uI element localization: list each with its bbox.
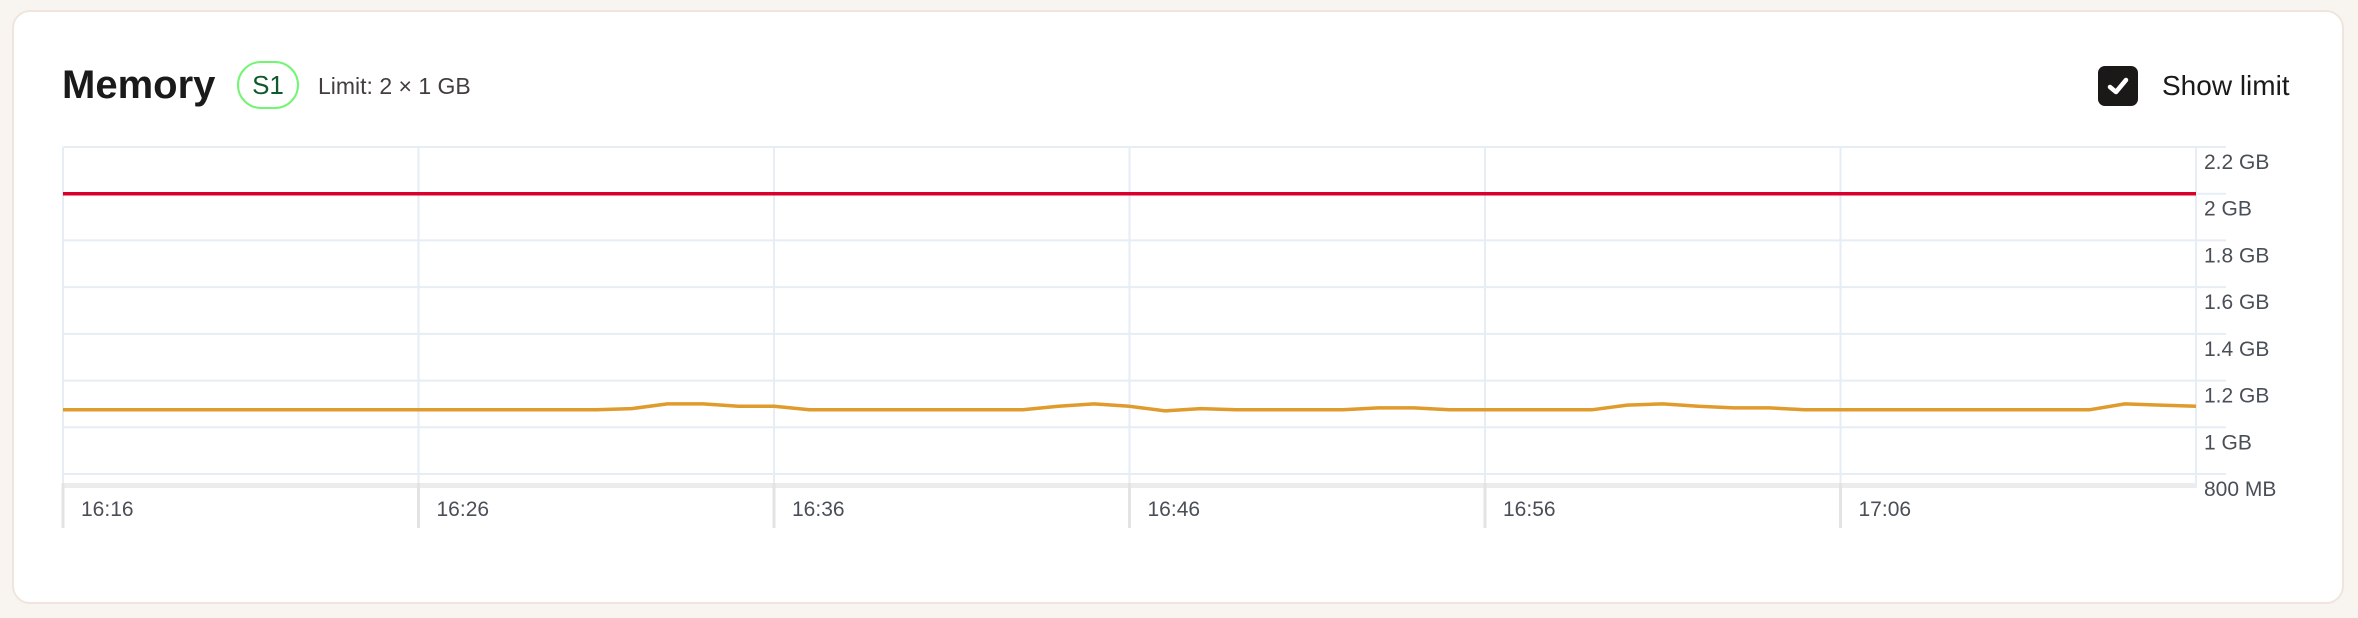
y-tick-label: 1.2 GB [2204,385,2269,408]
y-tick-label: 2.2 GB [2204,151,2269,174]
limit-text: Limit: 2 × 1 GB [318,73,471,99]
x-tick-label: 16:16 [81,498,134,521]
chart-title: Memory [62,63,216,107]
y-tick-label: 1.4 GB [2204,338,2269,361]
y-tick-label: 1 GB [2204,431,2252,454]
x-tick-label: 16:46 [1148,498,1201,521]
y-tick-label: 1.6 GB [2204,291,2269,314]
x-tick-label: 17:06 [1859,498,1912,521]
show-limit-label[interactable]: Show limit [2162,70,2290,101]
y-tick-label: 2 GB [2204,198,2252,221]
y-tick-label: 800 MB [2204,478,2276,501]
memory-card [12,10,2344,604]
check-icon [2107,77,2129,95]
x-tick-label: 16:56 [1503,498,1556,521]
y-tick-label: 1.8 GB [2204,244,2269,267]
show-limit-checkbox[interactable] [2098,66,2138,106]
x-tick-label: 16:36 [792,498,845,521]
service-badge: S1 [237,61,299,109]
x-tick-label: 16:26 [437,498,490,521]
